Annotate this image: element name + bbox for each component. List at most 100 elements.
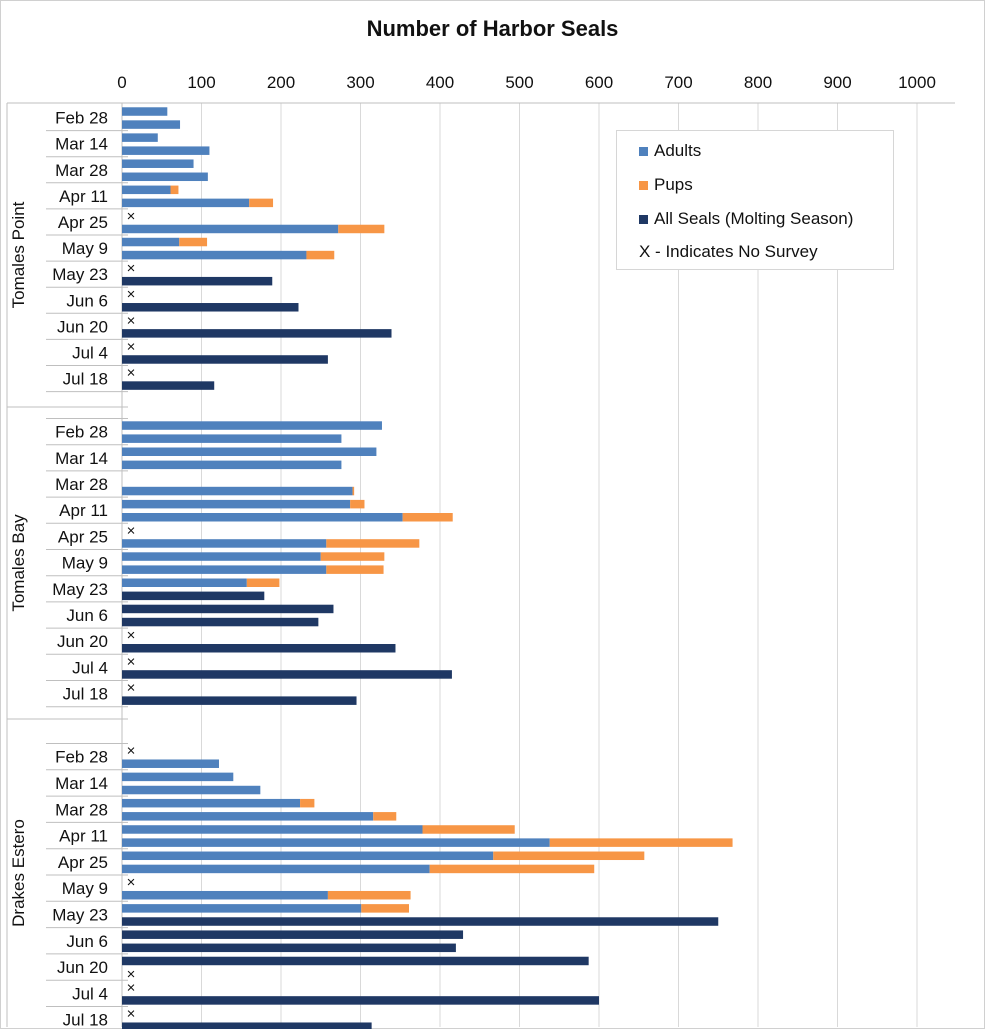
no-survey-marker: ×	[127, 680, 136, 697]
bar-adults	[122, 904, 362, 913]
bar-all-seals	[122, 381, 215, 390]
bar-all-seals	[122, 329, 392, 338]
y-tick-label: Jul 4	[72, 658, 108, 677]
no-survey-marker: ×	[127, 979, 136, 996]
no-survey-marker: ×	[127, 743, 136, 760]
y-tick-label: Feb 28	[55, 109, 108, 128]
bar-pups	[326, 565, 384, 574]
bar-pups	[373, 812, 397, 821]
bar-adults	[122, 513, 403, 522]
bar-adults	[122, 812, 374, 821]
bar-adults	[122, 499, 351, 509]
bar-adults	[122, 185, 171, 195]
y-tick-label: May 23	[52, 580, 108, 599]
bar-all-seals	[122, 696, 357, 705]
bar-adults	[122, 798, 301, 808]
bar-adults	[122, 890, 328, 900]
y-tick-label: Mar 14	[55, 135, 108, 154]
x-tick-label: 1000	[898, 73, 936, 92]
bar-pups	[350, 499, 365, 509]
bar-pups	[361, 904, 409, 913]
bar-adults	[122, 434, 342, 443]
bar-adults	[122, 486, 353, 496]
no-survey-marker: ×	[127, 338, 136, 355]
bar-adults	[122, 224, 339, 234]
bar-adults	[122, 759, 219, 768]
bar-all-seals	[122, 996, 599, 1005]
bar-pups	[326, 539, 420, 548]
no-survey-marker: ×	[127, 627, 136, 644]
y-tick-label: May 9	[62, 554, 108, 573]
y-tick-label: Apr 25	[58, 213, 108, 232]
bar-pups	[320, 552, 385, 561]
y-tick-label: Jun 6	[66, 932, 108, 951]
legend-note: X - Indicates No Survey	[639, 242, 818, 262]
bar-pups	[179, 237, 208, 247]
y-tick-label: Apr 25	[58, 853, 108, 872]
bar-all-seals	[122, 604, 334, 614]
bar-adults	[122, 237, 180, 247]
bar-adults	[122, 447, 377, 456]
y-tick-label: Mar 14	[55, 449, 108, 468]
bar-adults	[122, 107, 168, 116]
no-survey-marker: ×	[127, 1006, 136, 1023]
y-tick-label: Jun 20	[57, 317, 108, 336]
legend-swatch-adults	[639, 146, 648, 156]
no-survey-marker: ×	[127, 260, 136, 277]
x-tick-label: 100	[187, 73, 215, 92]
y-tick-label: Mar 14	[55, 774, 108, 793]
bar-adults	[122, 172, 208, 182]
legend-swatch-all-seals	[639, 214, 648, 224]
x-tick-label: 200	[267, 73, 295, 92]
bar-pups	[300, 798, 315, 808]
bar-adults	[122, 864, 430, 874]
bar-adults	[122, 159, 194, 168]
y-tick-label: Apr 25	[58, 527, 108, 546]
y-tick-label: Mar 28	[55, 800, 108, 819]
y-tick-label: Mar 28	[55, 161, 108, 180]
x-tick-label: 600	[585, 73, 613, 92]
legend-swatch-pups	[639, 180, 648, 190]
bar-all-seals	[122, 644, 396, 653]
bar-adults	[122, 552, 321, 561]
bar-all-seals	[122, 930, 464, 939]
y-tick-label: Jul 18	[63, 1011, 108, 1029]
bar-all-seals	[122, 617, 319, 627]
legend-label-pups: Pups	[654, 175, 693, 194]
no-survey-marker: ×	[127, 208, 136, 225]
bar-adults	[122, 250, 307, 260]
bar-pups	[493, 851, 645, 861]
bar-pups	[429, 864, 595, 874]
legend-item-all-seals: All Seals (Molting Season)	[639, 209, 853, 229]
y-tick-label: May 23	[52, 905, 108, 924]
x-tick-label: 800	[744, 73, 772, 92]
no-survey-marker: ×	[127, 653, 136, 670]
x-tick-label: 900	[823, 73, 851, 92]
bar-all-seals	[122, 917, 719, 926]
bar-all-seals	[122, 1022, 372, 1029]
legend-label-adults: Adults	[654, 141, 702, 160]
y-tick-label: Jun 6	[66, 291, 108, 310]
bar-pups	[352, 486, 355, 496]
y-tick-label: May 9	[62, 239, 108, 258]
bar-all-seals	[122, 943, 456, 953]
bar-pups	[422, 825, 515, 834]
x-tick-label: 700	[664, 73, 692, 92]
bar-adults	[122, 565, 327, 574]
bar-adults	[122, 120, 181, 129]
bar-pups	[246, 578, 280, 587]
bar-pups	[249, 198, 274, 208]
no-survey-marker: ×	[127, 286, 136, 303]
bar-adults	[122, 539, 327, 548]
bar-adults	[122, 460, 342, 470]
bar-adults	[122, 133, 158, 142]
legend: Adults Pups All Seals (Molting Season) X…	[616, 130, 894, 270]
bar-adults	[122, 578, 247, 587]
legend-item-adults: Adults	[639, 141, 701, 161]
y-tick-label: Apr 11	[59, 187, 108, 206]
bar-adults	[122, 825, 423, 834]
x-tick-label: 300	[346, 73, 374, 92]
legend-label-all-seals: All Seals (Molting Season)	[654, 209, 854, 228]
y-tick-label: Mar 28	[55, 475, 108, 494]
